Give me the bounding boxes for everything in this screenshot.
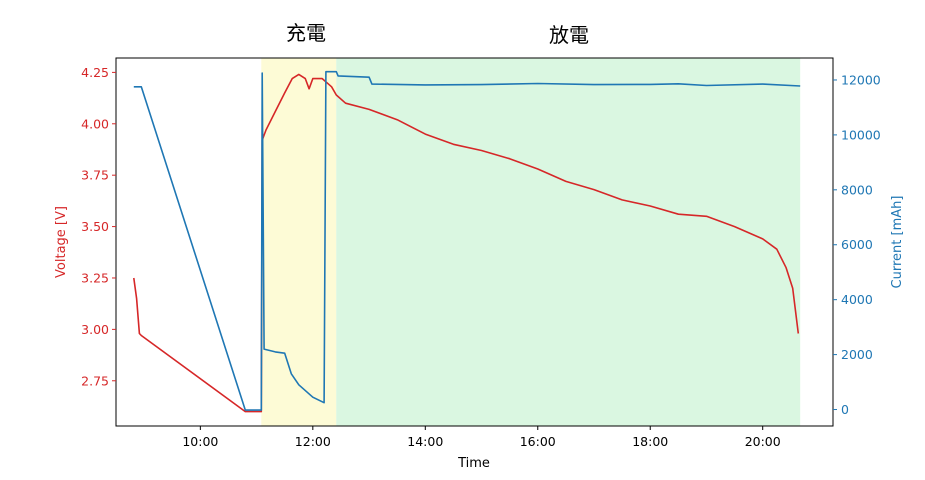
- y-left-tick-label: 4.25: [81, 65, 109, 80]
- y-left-tick-label: 3.50: [81, 219, 109, 234]
- x-tick-label: 20:00: [745, 434, 781, 449]
- x-tick-label: 16:00: [520, 434, 556, 449]
- phase-regions: [261, 58, 801, 426]
- y-axis-right-label: Current [mAh]: [890, 196, 905, 289]
- chart-series: [133, 70, 801, 413]
- voltage-line: [133, 73, 800, 413]
- y-left-tick-label: 3.00: [81, 322, 109, 337]
- x-tick-label: 18:00: [632, 434, 668, 449]
- y-axis-left-label: Voltage [V]: [54, 206, 69, 278]
- y-axis-left: 2.75 3.00 3.25 3.50 3.75 4.00 4.25: [81, 65, 116, 388]
- y-axis-right: 0 2000 4000 6000 8000 10000 12000: [833, 72, 881, 417]
- plot-frame: [115, 57, 834, 427]
- y-left-tick-label: 4.00: [81, 116, 109, 131]
- x-axis: 10:00 12:00 14:00 16:00 18:00 20:00: [182, 426, 781, 449]
- y-right-tick-label: 0: [841, 402, 849, 417]
- x-tick-label: 14:00: [407, 434, 443, 449]
- y-right-tick-label: 10000: [841, 127, 881, 142]
- phase-label-discharge: 放電: [549, 23, 589, 47]
- y-right-tick-label: 8000: [841, 182, 873, 197]
- x-tick-label: 12:00: [295, 434, 331, 449]
- y-left-tick-label: 2.75: [81, 373, 109, 388]
- y-right-tick-label: 2000: [841, 347, 873, 362]
- phase-label-charge: 充電: [286, 21, 326, 45]
- y-left-tick-label: 3.75: [81, 168, 109, 183]
- x-tick-label: 10:00: [182, 434, 218, 449]
- x-axis-label: Time: [457, 456, 490, 471]
- discharge-region: [336, 58, 801, 426]
- y-right-tick-label: 4000: [841, 292, 873, 307]
- y-right-tick-label: 6000: [841, 237, 873, 252]
- y-left-tick-label: 3.25: [81, 270, 109, 285]
- current-line: [133, 70, 801, 411]
- y-right-tick-label: 12000: [841, 72, 881, 87]
